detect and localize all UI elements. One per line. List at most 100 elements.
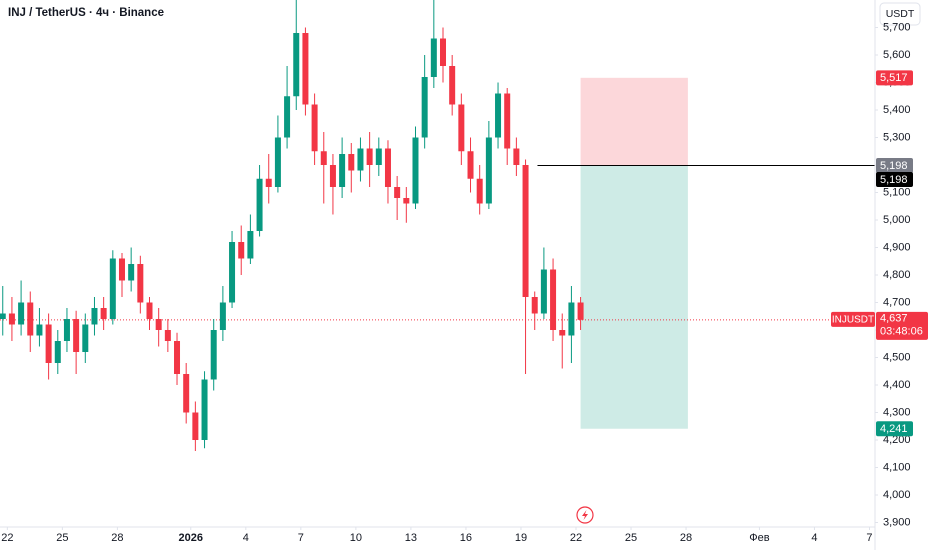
stop-zone xyxy=(580,77,688,166)
candle-body xyxy=(531,297,538,314)
entry-badge xyxy=(876,158,913,174)
candle-body xyxy=(550,269,557,330)
candle-body xyxy=(100,308,107,319)
candle-body xyxy=(320,151,327,165)
candle-body xyxy=(293,33,300,97)
candle-body xyxy=(73,319,80,352)
candle-body xyxy=(210,330,217,380)
candle-body xyxy=(577,302,584,320)
candle-body xyxy=(256,178,263,231)
x-tick-label: 19 xyxy=(515,532,527,544)
candle-body xyxy=(339,154,346,187)
candle-body xyxy=(91,308,98,325)
y-tick-label: 5,600 xyxy=(883,49,911,61)
x-tick-label: 22 xyxy=(1,532,13,544)
last-price-label: 4,637 xyxy=(880,313,908,325)
candle-body xyxy=(357,148,364,171)
candle-body xyxy=(82,324,89,352)
y-tick-label: 5,400 xyxy=(883,104,911,116)
candle-body xyxy=(54,341,61,363)
stop-badge xyxy=(876,70,913,86)
target-badge-label: 4,241 xyxy=(880,423,908,435)
candle-body xyxy=(174,341,181,374)
candle-body xyxy=(8,313,15,325)
candle-body xyxy=(137,264,144,303)
y-tick-label: 4,800 xyxy=(883,269,911,281)
candle-body xyxy=(458,104,465,152)
countdown-label: 03:48:06 xyxy=(880,326,923,338)
candle-body xyxy=(366,148,373,165)
x-tick-label: 25 xyxy=(625,532,637,544)
candle-body xyxy=(183,374,190,413)
y-tick-label: 4,000 xyxy=(883,489,911,501)
y-tick-label: 5,000 xyxy=(883,214,911,226)
y-tick-label: 5,100 xyxy=(883,186,911,198)
currency-label[interactable]: USDT xyxy=(886,8,915,20)
y-tick-label: 4,300 xyxy=(883,406,911,418)
lightning-icon[interactable] xyxy=(576,506,594,524)
candle-body xyxy=(284,96,291,138)
candle-body xyxy=(476,178,483,204)
candle-body xyxy=(192,412,199,440)
y-tick-label: 4,500 xyxy=(883,351,911,363)
candle-body xyxy=(522,165,529,297)
candle-body xyxy=(146,302,153,319)
candle-body xyxy=(36,324,43,336)
y-tick-label: 4,900 xyxy=(883,241,911,253)
currency-button[interactable] xyxy=(879,2,921,26)
candle-body xyxy=(403,198,410,204)
x-tick-label: 16 xyxy=(460,532,472,544)
candle-body xyxy=(440,38,447,66)
candle-body xyxy=(63,319,70,341)
candle-body xyxy=(394,187,401,198)
candle-body xyxy=(238,242,245,259)
last-price-badge xyxy=(876,311,928,340)
candle-body xyxy=(201,379,208,440)
entry-badge-label: 5,198 xyxy=(880,160,908,172)
x-tick-label: 28 xyxy=(111,532,123,544)
candle-body xyxy=(449,66,456,105)
candle-body xyxy=(265,178,272,187)
x-tick-label: 28 xyxy=(680,532,692,544)
x-tick-label: 4 xyxy=(243,532,249,544)
symbol-badge xyxy=(831,311,875,327)
candle-body xyxy=(568,302,575,336)
candle-body xyxy=(467,151,474,179)
candle-body xyxy=(348,154,355,171)
x-tick-label: 22 xyxy=(570,532,582,544)
x-tick-label: 7 xyxy=(298,532,304,544)
candle-body xyxy=(430,38,437,77)
candle-body xyxy=(0,313,6,319)
x-tick-label: 25 xyxy=(56,532,68,544)
candle-body xyxy=(229,242,236,303)
candle-body xyxy=(495,93,502,138)
stop-badge-label: 5,517 xyxy=(880,72,908,84)
candle-body xyxy=(311,104,318,152)
candle-body xyxy=(27,302,34,336)
candle-body xyxy=(155,319,162,330)
candle-body xyxy=(118,258,125,281)
candle-body xyxy=(219,302,226,330)
x-tick-label: Фев xyxy=(749,532,769,544)
candle-body xyxy=(559,330,566,336)
candle-body xyxy=(18,302,25,325)
candle-body xyxy=(375,148,382,165)
candle-body xyxy=(504,93,511,149)
x-tick-label: 4 xyxy=(811,532,817,544)
candle-body xyxy=(274,137,281,187)
x-tick-label: 13 xyxy=(405,532,417,544)
y-tick-label: 4,200 xyxy=(883,434,911,446)
y-tick-label: 5,700 xyxy=(883,21,911,33)
candle-body xyxy=(421,77,428,138)
x-tick-label: 2026 xyxy=(179,532,203,544)
candle-body xyxy=(329,165,336,187)
y-tick-label: 4,700 xyxy=(883,296,911,308)
y-tick-label: 4,400 xyxy=(883,379,911,391)
candle-body xyxy=(109,258,116,319)
chart-title: INJ / TetherUS · 4ч · Binance xyxy=(8,7,164,19)
candle-body xyxy=(45,324,52,363)
candle-body xyxy=(302,33,309,105)
line-badge xyxy=(876,172,913,188)
candle-body xyxy=(164,330,171,341)
